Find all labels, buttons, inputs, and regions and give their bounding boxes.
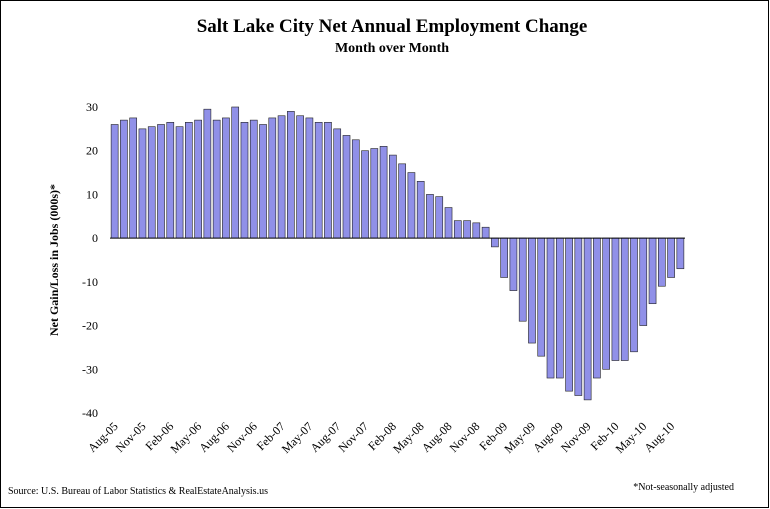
bar: [630, 237, 638, 353]
bar: [463, 220, 471, 239]
y-tick-label: 20: [86, 144, 98, 158]
bar: [537, 237, 546, 357]
bar: [120, 119, 128, 239]
bar: [351, 139, 360, 239]
bar: [110, 124, 119, 239]
y-tick-label: 30: [86, 100, 98, 114]
bar: [194, 119, 202, 239]
bar: [593, 237, 601, 379]
y-tick-label: -20: [82, 319, 98, 333]
bar: [676, 237, 685, 270]
bar: [657, 237, 666, 287]
bar: [416, 181, 425, 239]
bar: [546, 237, 555, 379]
bar: [268, 117, 277, 239]
y-axis-label: Net Gain/Loss in Jobs (000s)*: [47, 184, 61, 336]
bar: [444, 207, 453, 239]
bar: [453, 220, 462, 239]
y-tick-label: -10: [82, 275, 98, 289]
bar: [249, 119, 258, 239]
bar: [175, 126, 184, 239]
bar: [648, 237, 657, 305]
bar: [277, 115, 286, 239]
y-tick-label: 0: [92, 231, 98, 245]
chart-subtitle: Month over Month: [335, 41, 449, 56]
bar: [574, 237, 583, 396]
bar: [287, 111, 295, 239]
bar: [639, 237, 648, 326]
bar: [157, 124, 165, 239]
bar: [611, 237, 620, 361]
bar: [166, 122, 175, 239]
bar: [481, 226, 490, 239]
bar: [602, 237, 610, 370]
y-tick-label: 10: [86, 187, 98, 201]
bar: [620, 237, 629, 361]
bar: [212, 119, 221, 239]
bar: [185, 122, 193, 239]
bar: [379, 146, 388, 239]
y-tick-label: -30: [82, 362, 98, 376]
bar: [528, 237, 536, 344]
bar: [222, 117, 230, 239]
bar: [342, 135, 351, 239]
bar: [361, 150, 369, 239]
bar: [324, 122, 332, 239]
bar: [203, 108, 212, 239]
bar: [435, 196, 444, 239]
bar: [555, 237, 564, 379]
bar: [138, 128, 147, 239]
bar: [231, 106, 240, 239]
bar: [500, 237, 508, 278]
bar: [583, 237, 592, 401]
bar: [259, 124, 267, 239]
bar: [305, 117, 314, 239]
bar: [491, 237, 499, 248]
footnote: *Not-seasonally adjusted: [633, 482, 734, 493]
bar: [147, 126, 156, 239]
bar: [240, 122, 249, 239]
bar: [370, 148, 379, 239]
bar: [518, 237, 527, 322]
bar: [129, 117, 138, 239]
bar: [667, 237, 675, 278]
bar: [565, 237, 573, 392]
bar: [398, 163, 406, 239]
bar: [314, 122, 323, 239]
bar: [389, 154, 397, 239]
bar: [407, 172, 416, 239]
source: Source: U.S. Bureau of Labor Statistics …: [8, 486, 268, 497]
bar: [426, 194, 434, 239]
y-tick-label: -40: [82, 406, 98, 420]
bar: [333, 128, 342, 239]
chart-title: Salt Lake City Net Annual Employment Cha…: [197, 16, 588, 37]
bar: [509, 237, 518, 291]
bar: [472, 222, 481, 239]
bar: [296, 115, 304, 239]
